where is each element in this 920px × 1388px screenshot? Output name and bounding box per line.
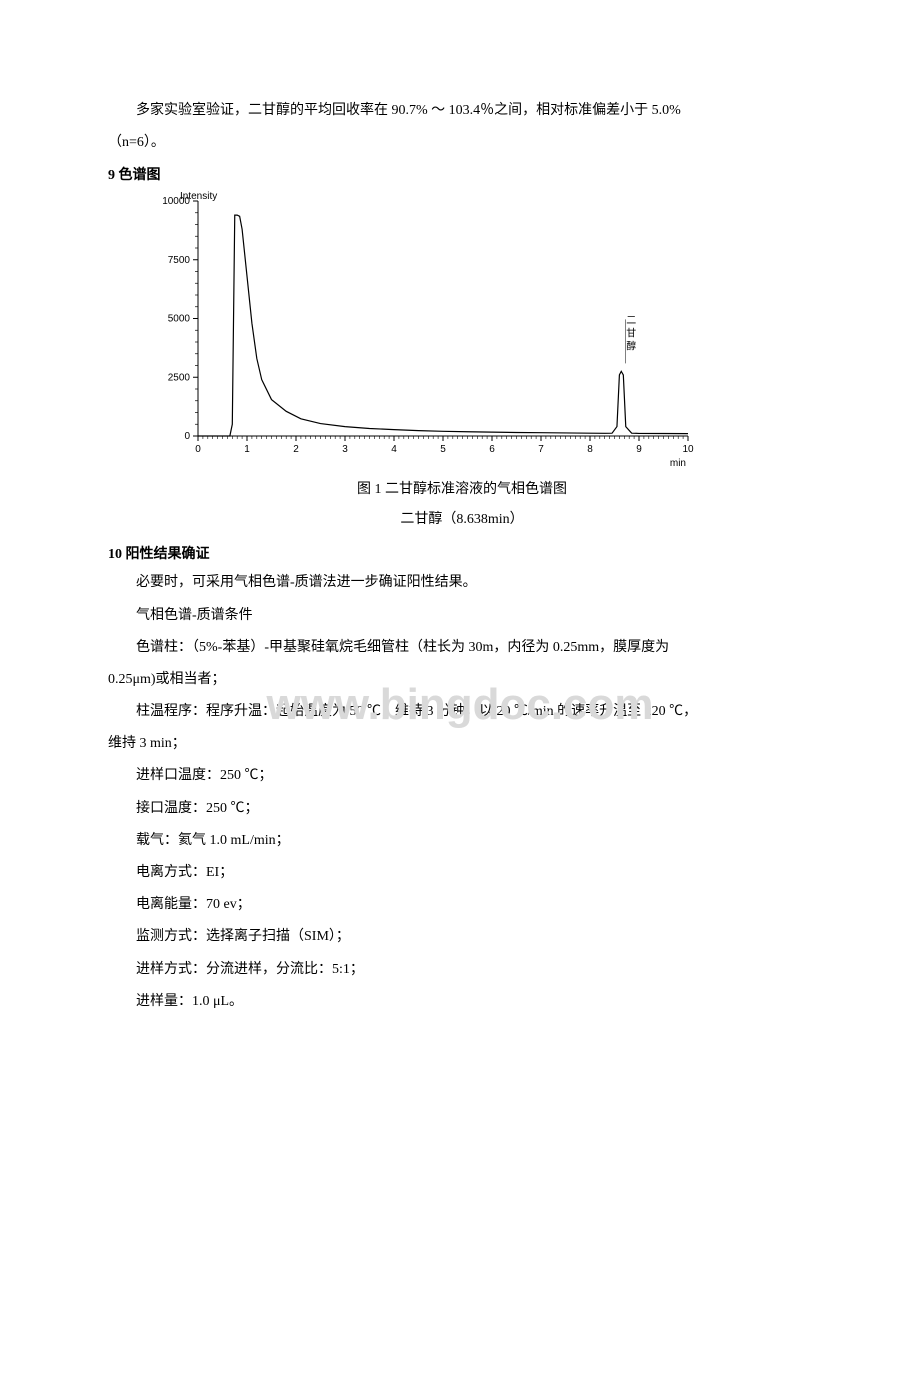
section9-heading: 9 色谱图 bbox=[108, 163, 816, 188]
page-root: 多家实验室验证，二甘醇的平均回收率在 90.7% ～ 103.4％之间，相对标准… bbox=[0, 0, 920, 1078]
s10-p1: 必要时，可采用气相色谱-质谱法进一步确证阳性结果。 bbox=[108, 567, 816, 599]
svg-text:Intensity: Intensity bbox=[180, 191, 217, 202]
svg-text:6: 6 bbox=[489, 444, 495, 455]
intro-line1: 多家实验室验证，二甘醇的平均回收率在 90.7% ～ 103.4％之间，相对标准… bbox=[108, 95, 816, 127]
s10-p12: 进样量：1.0 μL。 bbox=[108, 986, 816, 1018]
svg-text:5: 5 bbox=[440, 444, 446, 455]
svg-text:醇: 醇 bbox=[626, 339, 636, 352]
s10-p8: 电离方式：EI； bbox=[108, 857, 816, 889]
svg-text:1: 1 bbox=[244, 444, 250, 455]
s10-p7: 载气：氦气 1.0 mL/min； bbox=[108, 825, 816, 857]
svg-text:7500: 7500 bbox=[168, 254, 191, 265]
svg-text:10: 10 bbox=[682, 444, 694, 455]
svg-text:3: 3 bbox=[342, 444, 348, 455]
svg-text:7: 7 bbox=[538, 444, 544, 455]
s10-p4: 柱温程序：程序升温：起始温度为 50 ℃，维持 3 分钟，以 20 ℃/min … bbox=[108, 696, 816, 728]
s10-p6: 接口温度：250 ℃； bbox=[108, 793, 816, 825]
svg-text:0: 0 bbox=[184, 431, 190, 442]
s10-p11: 进样方式：分流进样，分流比：5:1； bbox=[108, 954, 816, 986]
s10-p3b: 0.25μm)或相当者； bbox=[108, 664, 816, 696]
svg-text:2500: 2500 bbox=[168, 372, 191, 383]
chromatogram-svg: 025005000750010000012345678910minIntensi… bbox=[138, 191, 698, 471]
s10-p5: 进样口温度：250 ℃； bbox=[108, 760, 816, 792]
svg-text:2: 2 bbox=[293, 444, 299, 455]
chart-caption: 图 1 二甘醇标准溶液的气相色谱图 bbox=[108, 475, 816, 506]
s10-p3: 色谱柱：（5%-苯基）-甲基聚硅氧烷毛细管柱（柱长为 30m，内径为 0.25m… bbox=[108, 632, 816, 664]
svg-text:甘: 甘 bbox=[626, 326, 636, 339]
svg-text:9: 9 bbox=[636, 444, 642, 455]
chart-subcaption: 二甘醇（8.638min） bbox=[108, 505, 816, 536]
svg-text:5000: 5000 bbox=[168, 313, 191, 324]
intro-line2: （n=6）。 bbox=[108, 127, 816, 159]
chromatogram-chart: 025005000750010000012345678910minIntensi… bbox=[138, 191, 816, 471]
svg-text:8: 8 bbox=[587, 444, 593, 455]
svg-text:二: 二 bbox=[626, 315, 636, 326]
section10-heading: 10 阳性结果确证 bbox=[108, 542, 816, 567]
svg-text:min: min bbox=[670, 458, 686, 469]
s10-p2: 气相色谱-质谱条件 bbox=[108, 600, 816, 632]
s10-p4b: 维持 3 min； bbox=[108, 728, 816, 760]
s10-p9: 电离能量：70 ev； bbox=[108, 889, 816, 921]
svg-text:0: 0 bbox=[195, 444, 201, 455]
svg-text:4: 4 bbox=[391, 444, 397, 455]
s10-p10: 监测方式：选择离子扫描（SIM）； bbox=[108, 921, 816, 953]
